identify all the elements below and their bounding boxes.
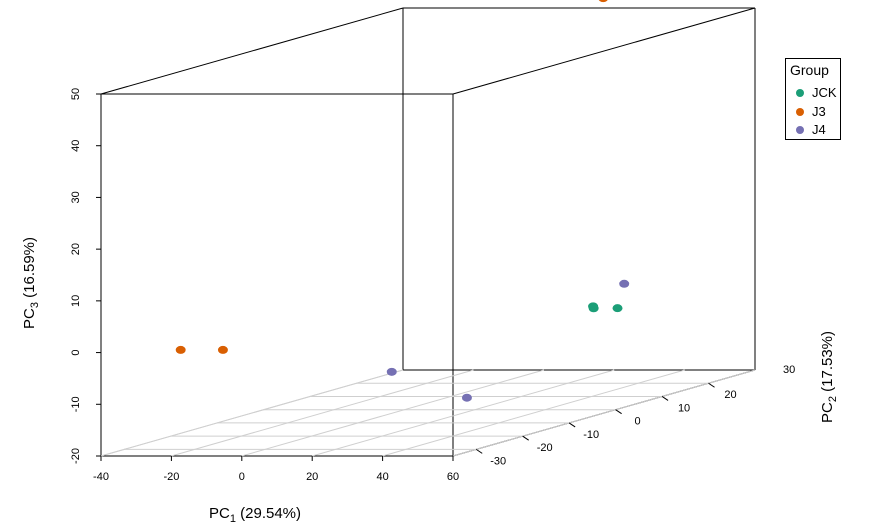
plot-box [100, 7, 756, 457]
z-axis-label: PC3 (16.59%) [21, 237, 41, 329]
x-axis-ticks: -40 -20 0 20 40 60 [93, 456, 459, 483]
y-tick-5 [708, 382, 715, 388]
legend: Group JCK J3 J4 [785, 58, 841, 140]
y-tick-3 [615, 409, 622, 415]
point-jck-2 [588, 302, 599, 311]
x-tick-label-2: 0 [239, 471, 245, 483]
y-tick-label-4: 10 [678, 402, 690, 414]
floor-gridline-x-3 [312, 369, 615, 457]
legend-marker-j4 [796, 125, 804, 134]
x-tick-label-4: 40 [376, 471, 388, 483]
y-tick-label-5: 20 [724, 389, 736, 401]
z-tick-label-0: -20 [70, 448, 82, 464]
y-tick-2 [568, 422, 576, 428]
z-tick-label-4: 20 [70, 243, 82, 255]
y-tick-label-3: 0 [635, 416, 641, 428]
point-j4-2 [619, 279, 630, 288]
legend-item-j3: J3 [796, 104, 826, 119]
legend-item-jck: JCK [796, 85, 837, 100]
box-edge-5 [452, 7, 756, 95]
box-edge-3 [100, 7, 404, 95]
x-tick-label-5: 60 [447, 471, 459, 483]
x-tick-label-3: 20 [306, 471, 318, 483]
legend-marker-jck [796, 88, 804, 97]
floor-grid [100, 369, 756, 457]
y-tick-label-2: -10 [583, 429, 599, 441]
y-tick-1 [522, 435, 529, 441]
legend-label-j4: J4 [812, 122, 826, 137]
point-j4-1 [461, 393, 472, 402]
y-axis-ticks: -30 -20 -10 0 10 20 [475, 382, 737, 467]
floor-gridline-x-2 [241, 369, 544, 457]
point-j3-1 [217, 345, 228, 354]
y-tick-4 [661, 396, 669, 401]
legend-title: Group [790, 62, 829, 78]
floor-gridline-x-5 [452, 369, 756, 457]
z-tick-label-5: 30 [70, 191, 82, 203]
z-tick-label-6: 40 [70, 140, 82, 152]
y-tick-label-1: -20 [537, 442, 553, 454]
legend-marker-j3 [796, 107, 804, 116]
y-axis-label: PC2 (17.53%) [819, 331, 839, 423]
x-axis-label: PC1 (29.54%) [209, 505, 301, 525]
y-tick-0 [475, 448, 483, 454]
y-axis-extra-tick: 30 [783, 364, 795, 376]
legend-label-jck: JCK [812, 85, 837, 100]
floor-gridline-x-4 [382, 369, 685, 457]
point-j3-2 [598, 0, 608, 3]
z-tick-label-2: 0 [70, 350, 82, 356]
x-tick-label-0: -40 [93, 471, 109, 483]
legend-label-j3: J3 [812, 104, 826, 119]
data-points [175, 0, 630, 402]
legend-item-j4: J4 [796, 122, 826, 137]
z-tick-label-7: 50 [70, 88, 82, 100]
floor-back-edge [100, 369, 404, 457]
point-jck-1 [612, 304, 623, 313]
y-tick-label-0: -30 [490, 455, 506, 467]
z-tick-label-1: -10 [70, 396, 82, 412]
x-tick-label-1: -20 [163, 471, 179, 483]
z-axis-ticks: -20 -10 0 10 20 30 40 50 [70, 88, 101, 464]
floor-gridline-x-1 [171, 369, 474, 457]
z-tick-label-3: 10 [70, 295, 82, 307]
point-j4-0 [386, 367, 397, 376]
point-j3-0 [175, 345, 186, 354]
